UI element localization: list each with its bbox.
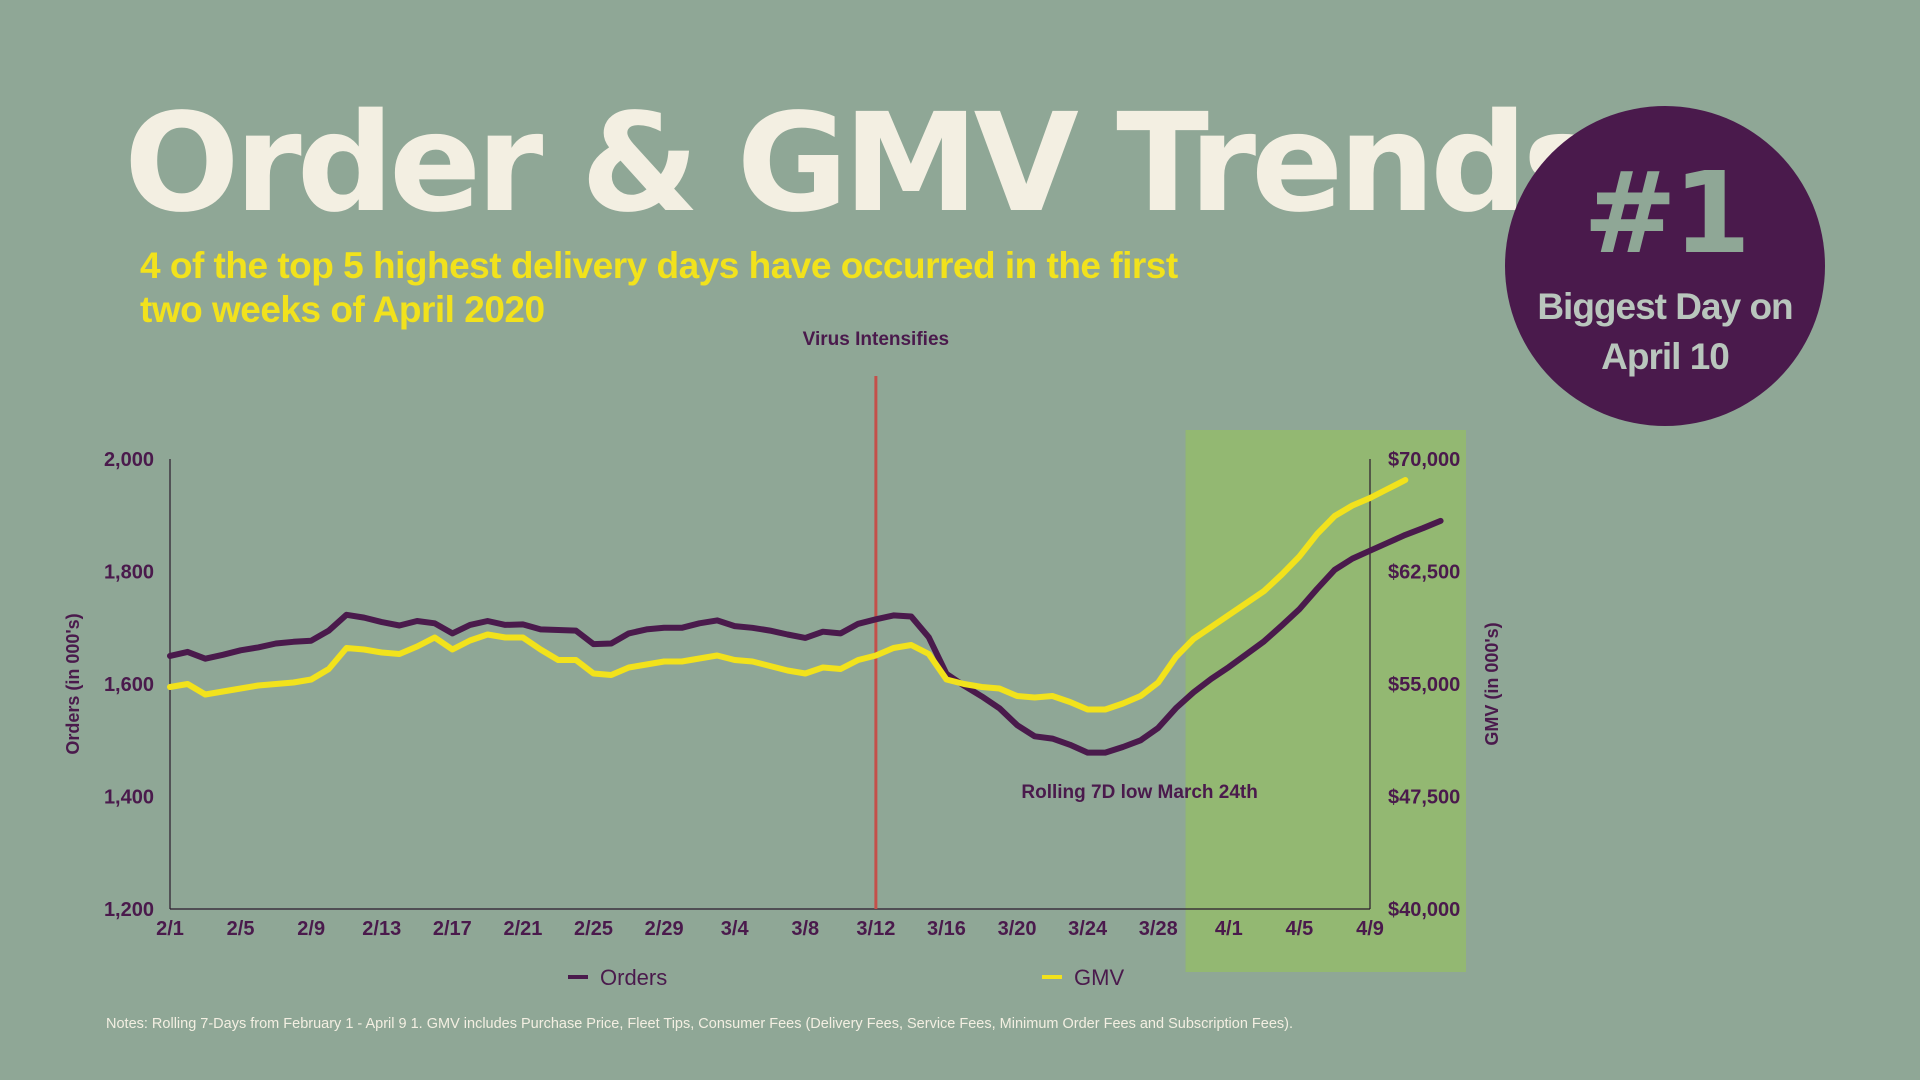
x-tick-label: 2/5 [227,918,255,940]
x-tick-label: 3/24 [1068,918,1108,940]
y-tick-left: 2,000 [104,449,154,471]
legend-label-gmv: GMV [1074,965,1124,990]
x-tick-label: 2/1 [156,918,184,940]
x-tick-label: 2/9 [297,918,325,940]
highlight-region [1185,430,1466,972]
low-annotation: Rolling 7D low March 24th [1021,782,1257,803]
badge-text: Biggest Day on April 10 [1515,282,1815,382]
y-axis-title-right: GMV (in 000's) [1482,622,1502,745]
x-tick-label: 4/1 [1215,918,1243,940]
x-tick-label: 3/4 [721,918,750,940]
badge-text-line2: April 10 [1601,336,1730,377]
y-tick-left: 1,400 [104,787,154,809]
legend-label-orders: Orders [600,965,667,990]
badge-text-line1: Biggest Day on [1537,286,1793,327]
x-tick-label: 2/13 [362,918,401,940]
highlight-badge: #1 Biggest Day on April 10 [1505,106,1825,426]
y-tick-left: 1,200 [104,899,154,921]
footnote: Notes: Rolling 7-Days from February 1 - … [106,1016,1294,1032]
x-tick-label: 4/5 [1286,918,1314,940]
x-tick-label: 2/17 [433,918,472,940]
x-tick-label: 3/16 [927,918,966,940]
x-tick-label: 2/29 [645,918,684,940]
x-tick-label: 3/28 [1139,918,1178,940]
y-tick-right: $40,000 [1388,899,1460,921]
x-tick-label: 3/8 [791,918,819,940]
y-tick-right: $55,000 [1388,674,1460,696]
y-tick-left: 1,800 [104,562,154,584]
x-tick-label: 4/9 [1356,918,1384,940]
orders-line [167,517,1444,756]
subtitle: 4 of the top 5 highest delivery days hav… [140,245,1178,330]
x-tick-label: 3/12 [856,918,895,940]
gmv-line [167,477,1409,713]
virus-intensifies-label: Virus Intensifies [803,329,949,350]
x-tick-label: 2/25 [574,918,613,940]
x-tick-label: 2/21 [503,918,542,940]
y-tick-right: $47,500 [1388,787,1460,809]
badge-number: #1 [1583,149,1751,279]
page-title: Order & GMV Trends [124,85,1603,243]
y-tick-left: 1,600 [104,674,154,696]
y-tick-right: $70,000 [1388,449,1460,471]
y-axis-title-left: Orders (in 000's) [63,613,83,754]
x-tick-label: 3/20 [998,918,1037,940]
y-tick-right: $62,500 [1388,562,1460,584]
